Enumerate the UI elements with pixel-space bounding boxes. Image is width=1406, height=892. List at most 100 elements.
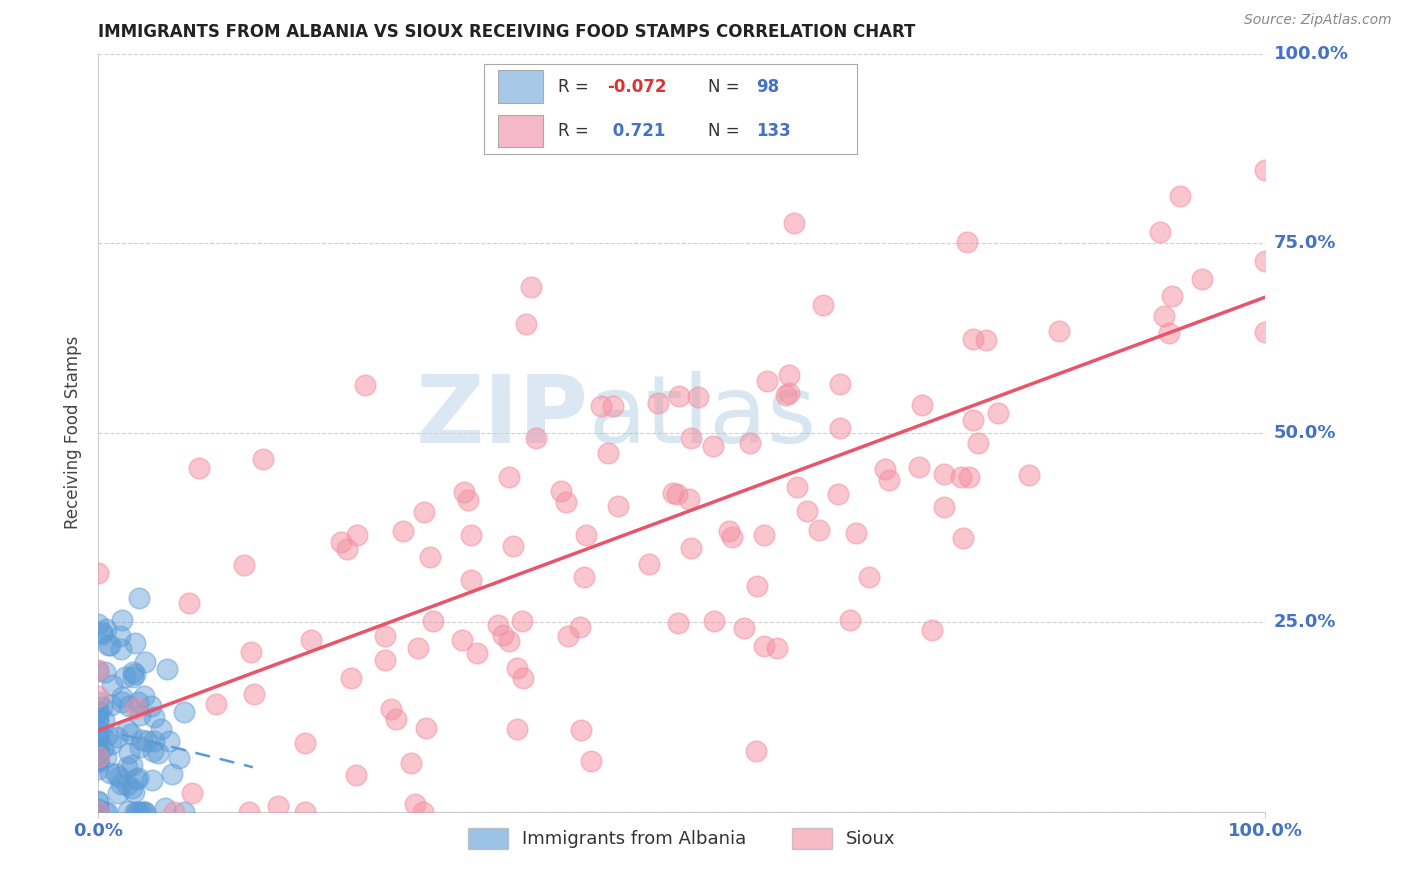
Point [775,388,797,402]
Point [87,695,110,709]
Point [87,747,110,761]
Point [90,699,112,714]
Point [957,470,980,484]
Point [339,671,361,685]
Point [488,618,510,632]
Point [87,566,110,581]
Point [589,399,612,413]
Point [87,690,110,704]
Point [404,797,426,811]
Point [124,805,146,819]
Point [108,629,131,643]
Point [187,460,209,475]
Point [498,470,520,484]
Point [579,754,602,768]
Point [87,730,110,744]
Point [1161,289,1184,303]
Point [752,528,775,542]
Point [569,620,592,634]
Point [602,399,624,413]
Point [638,557,661,571]
Point [952,531,974,545]
Point [96,750,118,764]
Point [87,805,110,819]
Point [745,744,768,758]
Point [596,446,619,460]
Text: 100.0%: 100.0% [1274,45,1348,62]
Point [415,722,437,736]
Point [679,541,702,555]
Point [111,695,134,709]
Point [87,750,110,764]
Point [87,802,110,816]
Point [419,550,441,565]
Point [668,389,690,403]
Point [380,702,402,716]
Text: 25.0%: 25.0% [1274,613,1336,632]
Point [702,439,724,453]
Point [399,756,422,770]
Point [654,102,676,116]
Point [91,626,114,640]
Point [1153,309,1175,323]
Point [678,491,700,506]
Point [572,570,595,584]
Point [606,499,628,513]
Point [294,736,316,750]
Point [169,751,191,765]
Point [108,770,131,784]
Point [87,724,110,739]
Point [124,772,146,786]
Point [240,645,263,659]
Point [745,579,768,593]
Point [243,688,266,702]
Point [550,483,572,498]
Point [766,640,789,655]
Point [115,778,138,792]
Point [949,470,972,484]
Point [233,558,256,572]
Point [828,377,851,392]
Point [498,634,520,648]
Point [956,235,979,249]
Point [124,666,146,681]
Point [96,805,118,819]
Point [122,665,145,679]
Point [554,495,576,509]
Point [344,767,367,781]
Point [519,280,541,294]
Point [87,663,110,677]
Point [87,713,110,727]
Point [128,591,150,606]
Point [783,216,806,230]
Point [796,504,818,518]
Point [875,462,897,476]
Point [569,723,592,737]
Point [127,695,149,709]
Point [506,722,529,736]
Point [87,794,110,808]
Point [252,452,274,467]
Point [962,412,984,426]
Point [87,741,110,756]
Text: IMMIGRANTS FROM ALBANIA VS SIOUX RECEIVING FOOD STAMPS CORRELATION CHART: IMMIGRANTS FROM ALBANIA VS SIOUX RECEIVI… [98,23,915,41]
Point [512,671,534,685]
Point [238,805,260,819]
Point [87,752,110,766]
Point [127,805,149,819]
Point [967,436,990,450]
Point [87,755,110,769]
Point [134,655,156,669]
Legend: Immigrants from Albania, Sioux: Immigrants from Albania, Sioux [461,821,903,855]
Point [87,616,110,631]
Point [105,730,128,744]
Point [492,628,515,642]
Point [87,704,110,718]
Point [681,430,703,444]
Point [156,662,179,676]
Point [150,722,173,736]
Point [962,332,984,346]
Point [93,713,115,727]
Point [786,479,808,493]
Point [142,744,165,758]
